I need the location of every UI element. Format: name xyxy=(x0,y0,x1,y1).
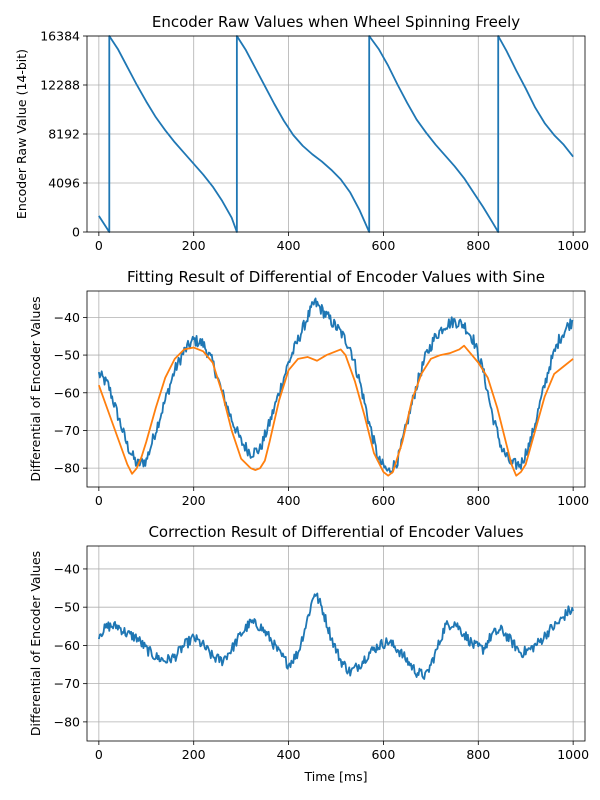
x-tick-label: 400 xyxy=(277,238,301,253)
y-tick-label: 16384 xyxy=(40,29,80,44)
y-tick-label: −40 xyxy=(54,561,80,576)
y-tick-label: −60 xyxy=(54,638,80,653)
x-tick-label: 200 xyxy=(182,747,206,762)
series-line-1 xyxy=(98,35,574,233)
x-tick-label: 600 xyxy=(371,747,395,762)
series-line-1 xyxy=(97,592,574,680)
x-tick-label: 800 xyxy=(466,238,490,253)
series-line-1 xyxy=(97,297,574,474)
x-tick-label: 600 xyxy=(371,493,395,508)
x-tick-label: 0 xyxy=(95,747,103,762)
y-tick-label: 12288 xyxy=(40,78,80,93)
x-tick-label: 0 xyxy=(95,238,103,253)
x-tick-label: 600 xyxy=(371,238,395,253)
y-tick-label: 4096 xyxy=(48,176,80,191)
x-tick-label: 800 xyxy=(466,493,490,508)
x-tick-label: 1000 xyxy=(557,238,589,253)
x-tick-label: 200 xyxy=(182,238,206,253)
x-axis-label: Time [ms] xyxy=(303,769,367,784)
y-tick-label: −80 xyxy=(54,714,80,729)
y-tick-label: −50 xyxy=(54,600,80,615)
y-tick-label: −60 xyxy=(54,385,80,400)
y-tick-label: −50 xyxy=(54,348,80,363)
y-tick-label: −70 xyxy=(54,423,80,438)
y-tick-label: 0 xyxy=(72,225,80,240)
x-tick-label: 400 xyxy=(277,493,301,508)
y-axis-label: Differential of Encoder Values xyxy=(28,551,43,736)
y-axis-label: Encoder Raw Value (14-bit) xyxy=(14,49,29,219)
x-tick-label: 400 xyxy=(277,747,301,762)
chart-title: Encoder Raw Values when Wheel Spinning F… xyxy=(152,13,520,31)
panel-encoder-raw: 0 200 400 600 800 1000 0 4096 8192 12288 16384 Enc… xyxy=(14,13,589,253)
y-tick-label: 8192 xyxy=(48,127,80,142)
chart-title: Fitting Result of Differential of Encode… xyxy=(127,268,545,286)
x-tick-label: 800 xyxy=(466,747,490,762)
x-tick-label: 200 xyxy=(182,493,206,508)
axes-frame xyxy=(86,545,586,742)
y-tick-label: −80 xyxy=(54,461,80,476)
y-axis-label: Differential of Encoder Values xyxy=(28,296,43,481)
panel-correction-result: 0 200 400 600 800 1000 −80 −70 −60 −50 −40 Correct… xyxy=(28,523,589,784)
axes-frame xyxy=(86,290,586,488)
x-tick-label: 0 xyxy=(95,493,103,508)
y-tick-label: −40 xyxy=(54,310,80,325)
x-tick-label: 1000 xyxy=(557,493,589,508)
y-tick-label: −70 xyxy=(54,676,80,691)
panel-fitting-result: 0 200 400 600 800 1000 −80 −70 −60 −50 −40 Fitting… xyxy=(28,268,589,508)
series-line-2 xyxy=(98,344,574,477)
x-tick-label: 1000 xyxy=(557,747,589,762)
chart-title: Correction Result of Differential of Enc… xyxy=(148,523,523,541)
